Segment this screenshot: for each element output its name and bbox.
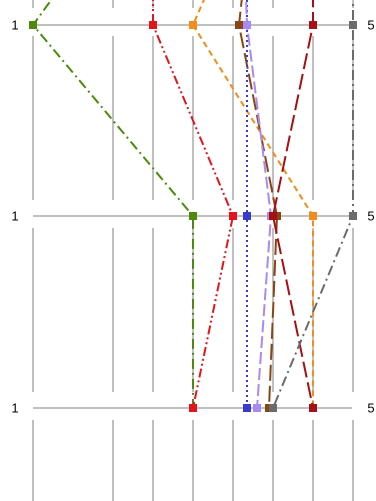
series-6-point-2 [309,404,317,412]
series-1-point-0 [149,21,157,29]
series-1-point-2 [189,404,197,412]
series-1-line [152,0,235,409]
series-5-point-0 [243,21,251,29]
series-2-point-0 [189,21,197,29]
series-0-point-0 [29,21,37,29]
series-5-point-2 [253,404,261,412]
series-7-point-1 [349,212,357,220]
series-4-point-2 [243,404,251,412]
row-1-right-label: 5 [367,209,374,224]
tick-labels: 1 5 1 5 1 5 [11,18,374,416]
series-4-point-1 [243,212,251,220]
series-2-point-1 [309,212,317,220]
row-2-right-label: 5 [367,401,374,416]
row-0-right-label: 5 [367,18,374,33]
series-lines [31,0,354,409]
series-markers [29,21,357,412]
series-2-line [191,0,314,408]
series-7-line [272,0,354,409]
series-0-point-1 [189,212,197,220]
series-6-point-1 [269,212,277,220]
row-1-left-label: 1 [11,209,18,224]
series-5-line [245,0,273,409]
series-7-point-0 [349,21,357,29]
series-6-point-0 [309,21,317,29]
series-3-point-0 [235,21,243,29]
row-2-left-label: 1 [11,401,18,416]
series-6-line [271,0,314,409]
series-1-point-1 [229,212,237,220]
grid [32,0,354,501]
series-7-point-2 [269,404,277,412]
row-0-left-label: 1 [11,18,18,33]
series-3-line [237,0,279,409]
